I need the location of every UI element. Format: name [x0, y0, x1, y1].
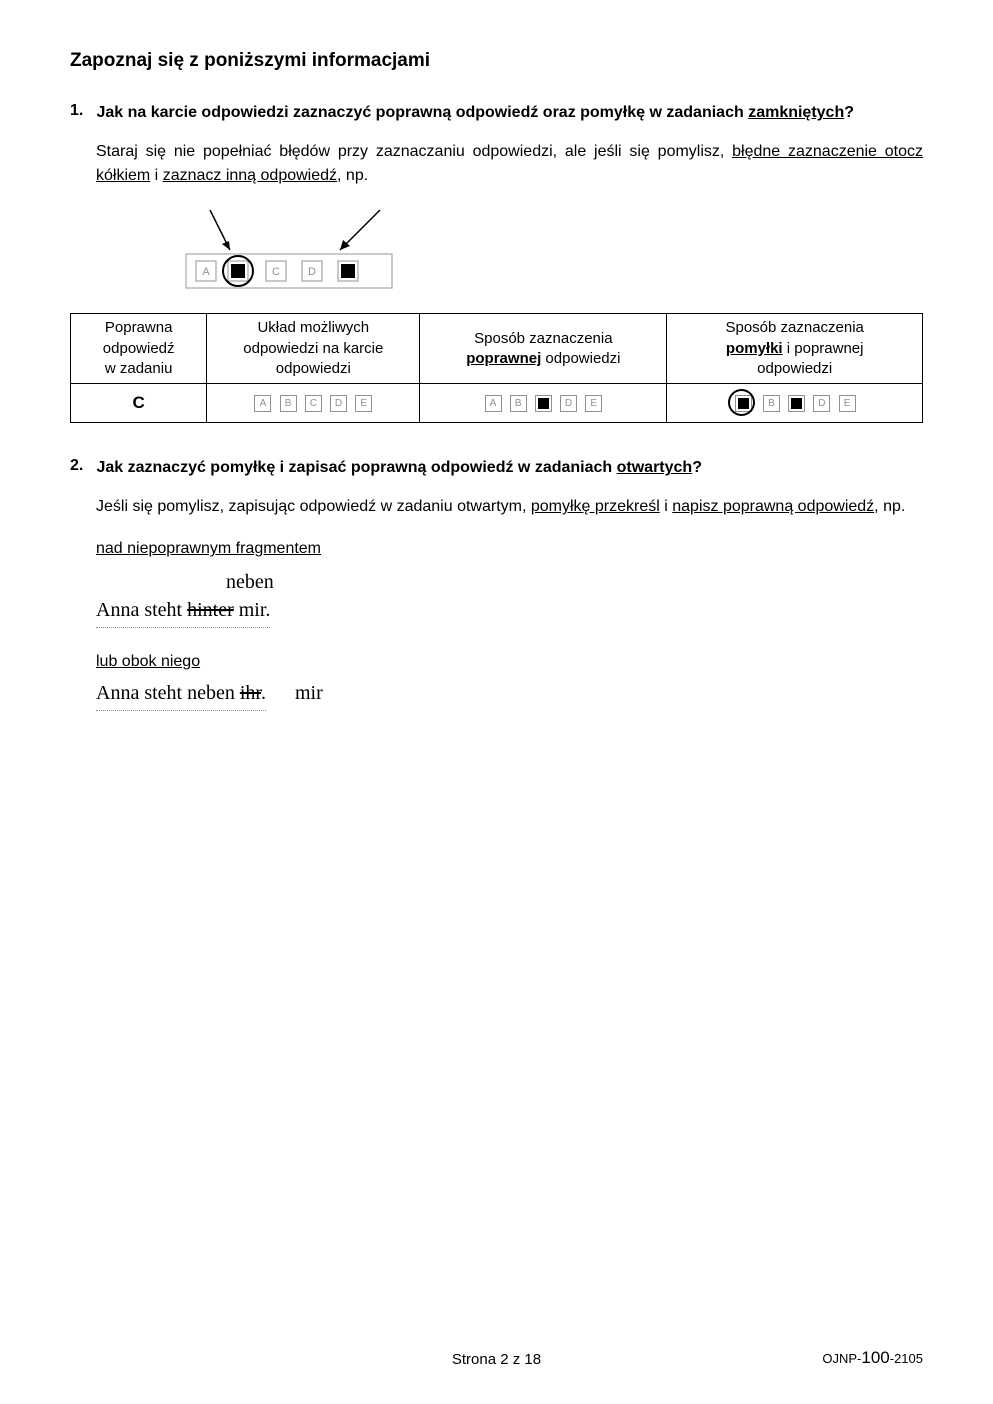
- th1b: odpowiedź: [103, 340, 175, 357]
- q1-para-post: , np.: [337, 167, 368, 184]
- box-b3: B: [763, 395, 780, 412]
- page-footer: Strona 2 z 18 OJNP-100-2105: [0, 1351, 993, 1368]
- example-2: lub obok niego Anna steht neben ihr. mir: [96, 650, 923, 711]
- box-c: C: [305, 395, 322, 412]
- box-b2: B: [510, 395, 527, 412]
- q1-para-mid: i: [150, 167, 162, 184]
- ring-icon: [728, 389, 755, 416]
- answer-letter: C: [133, 393, 145, 412]
- s2-strike: ihr: [240, 682, 261, 704]
- th3a: Sposób zaznaczenia: [474, 330, 612, 347]
- q1-para-pre: Staraj się nie popełniać błędów przy zaz…: [96, 143, 732, 160]
- q2-para-mid: i: [660, 498, 672, 515]
- s2-dot: .: [261, 682, 266, 704]
- page: Zapoznaj się z poniższymi informacjami 1…: [0, 0, 993, 1404]
- box-e2: E: [585, 395, 602, 412]
- th1c: w zadaniu: [105, 360, 173, 377]
- diagram-arrows: A C D: [130, 202, 923, 297]
- box-d: D: [330, 395, 347, 412]
- sentence-2: Anna steht neben ihr. mir: [96, 678, 923, 711]
- th2a: Układ możliwych: [257, 319, 369, 336]
- table-header-row: Poprawna odpowiedź w zadaniu Układ możli…: [71, 314, 923, 384]
- cell-correct-marked: A B D E: [420, 384, 667, 423]
- box-d2: D: [560, 395, 577, 412]
- svg-text:C: C: [272, 266, 280, 278]
- th3b-post: odpowiedzi: [541, 350, 620, 367]
- th1a: Poprawna: [105, 319, 173, 336]
- th-correct-answer: Poprawna odpowiedź w zadaniu: [71, 314, 207, 384]
- s1-post: mir.: [234, 599, 271, 621]
- th2c: odpowiedzi: [276, 360, 351, 377]
- question-1: 1. Jak na karcie odpowiedzi zaznaczyć po…: [70, 102, 923, 423]
- th4b-u: pomyłki: [726, 340, 783, 357]
- q2-title-pre: Jak zaznaczyć pomyłkę i zapisać poprawną…: [96, 459, 616, 476]
- s1-strike: hinter: [187, 599, 234, 621]
- s2-after: mir: [295, 682, 323, 704]
- cell-answer-letter: C: [71, 384, 207, 423]
- q2-para-post: , np.: [874, 498, 905, 515]
- box-c2-filled: [535, 395, 552, 412]
- example-1: nad niepoprawnym fragmentem neben Anna s…: [96, 537, 923, 628]
- box-d3: D: [813, 395, 830, 412]
- arrow-svg: A C D: [130, 202, 410, 292]
- label-beside: lub obok niego: [96, 653, 200, 670]
- footer-code-pre: OJNP-: [822, 1351, 861, 1366]
- th4c: odpowiedzi: [757, 360, 832, 377]
- th4a: Sposób zaznaczenia: [725, 319, 863, 336]
- th-layout: Układ możliwych odpowiedzi na karcie odp…: [207, 314, 420, 384]
- box-e3: E: [839, 395, 856, 412]
- q2-para-u2: napisz poprawną odpowiedź: [672, 498, 874, 515]
- th4b-post: i poprawnej: [783, 340, 864, 357]
- s1-pre: Anna steht: [96, 599, 187, 621]
- footer-code-suf: -2105: [890, 1351, 923, 1366]
- q1-para-u2: zaznacz inną odpowiedź: [163, 167, 337, 184]
- label-above: nad niepoprawnym fragmentem: [96, 540, 321, 557]
- q2-title-post: ?: [692, 459, 702, 476]
- q1-title-underline: zamkniętych: [748, 104, 844, 121]
- q1-body: Staraj się nie popełniać błędów przy zaz…: [96, 140, 923, 188]
- correction-word: neben: [226, 567, 923, 597]
- th3b-u: poprawnej: [466, 350, 541, 367]
- q2-para-pre: Jeśli się pomylisz, zapisując odpowiedź …: [96, 498, 531, 515]
- q2-title-underline: otwartych: [617, 459, 693, 476]
- footer-right: OJNP-100-2105: [822, 1348, 923, 1368]
- q2-title: Jak zaznaczyć pomyłkę i zapisać poprawną…: [96, 457, 919, 479]
- instruction-table: Poprawna odpowiedź w zadaniu Układ możli…: [70, 313, 923, 423]
- question-2: 2. Jak zaznaczyć pomyłkę i zapisać popra…: [70, 457, 923, 711]
- th-mark-mistake: Sposób zaznaczenia pomyłki i poprawnej o…: [667, 314, 923, 384]
- q1-title-pre: Jak na karcie odpowiedzi zaznaczyć popra…: [96, 104, 748, 121]
- page-title: Zapoznaj się z poniższymi informacjami: [70, 50, 923, 72]
- footer-code-big: 100: [861, 1348, 889, 1367]
- q1-title: Jak na karcie odpowiedzi zaznaczyć popra…: [96, 102, 919, 124]
- q1-number: 1.: [70, 102, 92, 120]
- box-e: E: [355, 395, 372, 412]
- cell-layout-boxes: A B C D E: [207, 384, 420, 423]
- box-b: B: [280, 395, 297, 412]
- box-a3-circled: [733, 394, 754, 412]
- sentence-1: Anna steht hinter mir.: [96, 595, 923, 628]
- box-a: A: [254, 395, 271, 412]
- box-a2: A: [485, 395, 502, 412]
- s2-pre: Anna steht neben: [96, 682, 240, 704]
- q2-body: Jeśli się pomylisz, zapisując odpowiedź …: [96, 495, 923, 519]
- th-mark-correct: Sposób zaznaczenia poprawnej odpowiedzi: [420, 314, 667, 384]
- svg-text:D: D: [308, 266, 316, 278]
- box-c3-filled: [788, 395, 805, 412]
- q2-para-u1: pomyłkę przekreśl: [531, 498, 660, 515]
- cell-mistake-marked: B D E: [667, 384, 923, 423]
- q1-title-post: ?: [844, 104, 854, 121]
- th2b: odpowiedzi na karcie: [243, 340, 383, 357]
- q2-number: 2.: [70, 457, 92, 475]
- svg-text:A: A: [202, 266, 210, 278]
- table-data-row: C A B C D E A B D E: [71, 384, 923, 423]
